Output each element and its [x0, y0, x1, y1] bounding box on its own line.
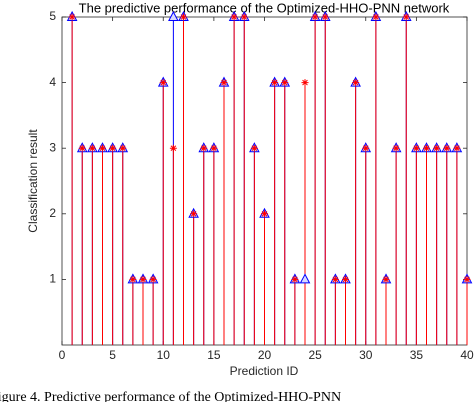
stem-marker: [261, 210, 268, 218]
y-tick-label: 3: [49, 140, 56, 154]
stem-marker: [412, 144, 420, 152]
stem-marker: [362, 144, 370, 152]
stem-marker: [78, 144, 86, 152]
stem-marker: [392, 144, 400, 152]
y-tick-label: 5: [49, 9, 56, 23]
stem-marker: [180, 13, 187, 21]
stem-marker: [433, 144, 441, 152]
x-tick-label: 25: [308, 348, 322, 362]
x-tick-label: 10: [157, 348, 171, 362]
stem-marker: [220, 79, 228, 87]
x-tick-label: 5: [109, 348, 116, 362]
y-axis-label: Classification result: [26, 129, 40, 233]
y-tick-label: 4: [49, 75, 56, 89]
stem-marker: [331, 275, 339, 283]
x-tick-label: 30: [359, 348, 373, 362]
stem-marker: [382, 275, 390, 283]
figure-caption: Figure 4. Predictive performance of the …: [0, 390, 341, 402]
y-tick-label: 2: [49, 206, 56, 220]
x-tick-label: 15: [207, 348, 221, 362]
y-tick-label: 1: [49, 272, 56, 286]
stem-marker: [463, 275, 471, 283]
stem-marker: [169, 144, 177, 152]
x-tick-label: 40: [460, 348, 474, 362]
stem-marker: [402, 13, 410, 21]
stem-marker: [299, 273, 311, 284]
stem-marker: [88, 144, 96, 152]
stem-marker: [372, 13, 380, 21]
stem-marker: [352, 79, 360, 87]
stem-marker: [129, 275, 137, 283]
stem-marker: [168, 10, 179, 21]
stem-marker: [250, 144, 258, 152]
stem-marker: [240, 13, 248, 21]
stem-marker: [230, 13, 238, 21]
stem-marker: [99, 144, 106, 152]
stem-marker: [149, 275, 157, 283]
stem-marker: [190, 210, 198, 218]
stem-marker: [119, 144, 127, 152]
stem-marker: [301, 79, 309, 87]
stem-marker: [271, 79, 279, 87]
stem-marker: [109, 144, 117, 152]
stem-marker: [159, 79, 167, 87]
stem-marker: [139, 275, 147, 283]
x-tick-label: 35: [410, 348, 424, 362]
stem-marker: [453, 144, 461, 152]
stem-marker: [291, 275, 299, 283]
x-axis-label: Prediction ID: [230, 364, 299, 378]
stem-marker: [68, 13, 76, 21]
stem-marker: [311, 13, 319, 21]
stem-marker: [443, 144, 451, 152]
x-tick-label: 20: [258, 348, 272, 362]
stem-marker: [342, 275, 349, 283]
stem-marker: [321, 13, 329, 21]
x-tick-label: 0: [59, 348, 66, 362]
chart-title: The predictive performance of the Optimi…: [79, 0, 450, 15]
stem-marker: [281, 79, 289, 87]
stem-marker: [210, 144, 218, 152]
stem-marker: [200, 144, 208, 152]
stem-marker: [423, 144, 430, 152]
